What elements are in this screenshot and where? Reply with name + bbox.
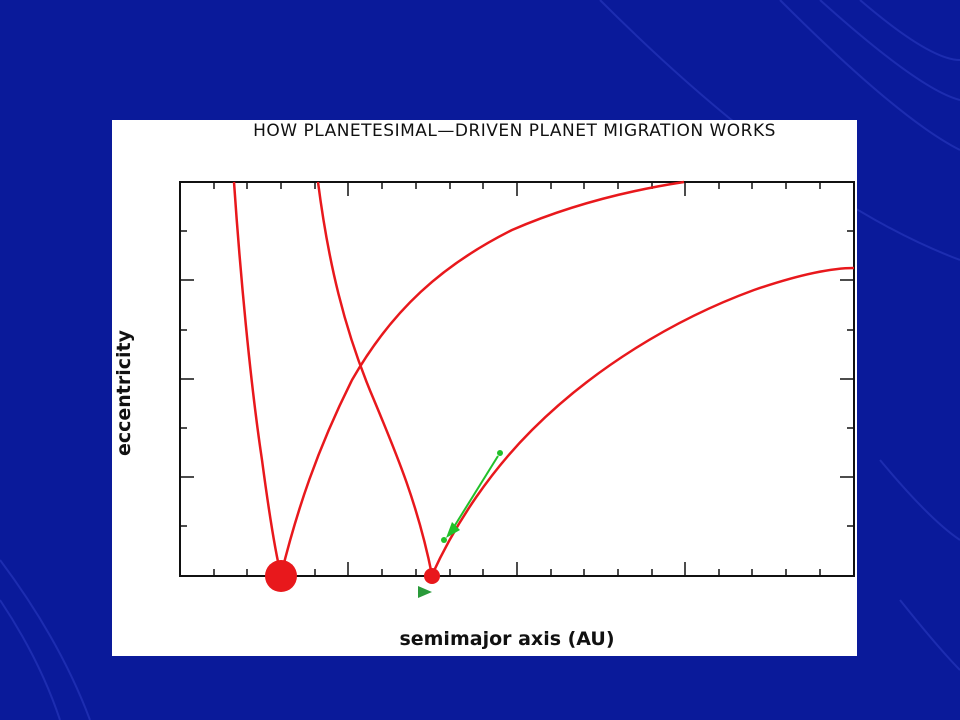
inner-planet-perihelion-curve (232, 181, 283, 576)
slide-panel: HOW PLANETESIMAL—DRIVEN PLANET MIGRATION… (112, 120, 857, 656)
x-axis-ticks (213, 182, 821, 576)
outer-planet-aphelion-curve (430, 266, 855, 576)
planetesimal-path-arrow (441, 450, 503, 543)
large-planet (265, 560, 297, 592)
slide-title: HOW PLANETESIMAL—DRIVEN PLANET MIGRATION… (253, 121, 776, 141)
y-axis-ticks (180, 230, 854, 527)
migration-arrow (418, 586, 432, 598)
small-planet (424, 568, 440, 584)
x-axis-label: semimajor axis (AU) (399, 628, 615, 650)
inner-planet-aphelion-curve (279, 180, 685, 576)
plot-frame (179, 181, 855, 577)
y-axis-label: eccentricity (113, 329, 135, 457)
outer-planet-perihelion-curve (316, 181, 434, 576)
migration-plot (179, 180, 855, 598)
